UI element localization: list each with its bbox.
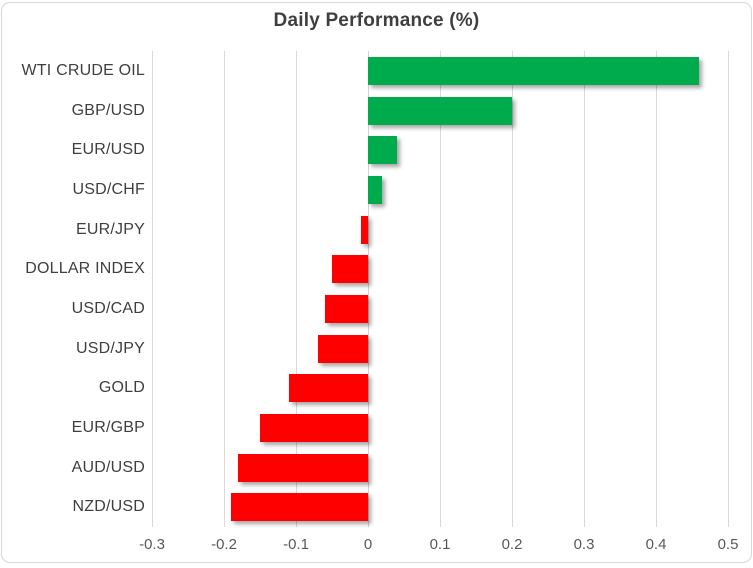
category-label: USD/CHF [72, 180, 145, 198]
grid-line [584, 51, 585, 527]
x-tick-label: 0.4 [645, 536, 667, 553]
chart-title: Daily Performance (%) [273, 10, 480, 31]
bar-nzd-usd [231, 493, 368, 522]
grid-line [512, 51, 513, 527]
grid-line [224, 51, 225, 527]
bar-usd-jpy [317, 334, 368, 363]
category-label: GBP/USD [71, 101, 145, 119]
bar-usd-cad [324, 294, 368, 323]
x-tick-label: -0.3 [139, 536, 165, 553]
category-label: DOLLAR INDEX [25, 260, 145, 278]
x-tick-label: 0 [363, 536, 373, 553]
bar-aud-usd [238, 453, 368, 482]
value-axis: -0.3 -0.2 -0.1 0 0.1 0.2 0.3 0.4 0.5 [0, 536, 753, 558]
bar-wti-crude-oil [368, 56, 700, 85]
bar-eur-usd [368, 136, 397, 165]
plot-area [152, 51, 729, 527]
category-label: EUR/GBP [71, 418, 145, 436]
x-tick-label: 0.1 [429, 536, 451, 553]
x-tick-label: 0.5 [717, 536, 739, 553]
category-axis: WTI CRUDE OIL GBP/USD EUR/USD USD/CHF EUR/JP… [0, 51, 145, 527]
grid-line [440, 51, 441, 527]
bar-dollar-index [332, 255, 368, 284]
category-label: GOLD [98, 379, 145, 397]
x-tick-label: 0.3 [573, 536, 595, 553]
grid-line [656, 51, 657, 527]
x-tick-label: -0.2 [211, 536, 237, 553]
bar-eur-jpy [360, 215, 368, 244]
category-label: USD/CAD [71, 299, 145, 317]
bar-gbp-usd [368, 96, 512, 125]
category-label: USD/JPY [76, 339, 145, 357]
bar-eur-gbp [260, 413, 368, 442]
category-label: AUD/USD [71, 458, 145, 476]
category-label: WTI CRUDE OIL [21, 61, 145, 79]
zero-axis-line [368, 51, 369, 527]
grid-line [296, 51, 297, 527]
category-label: EUR/USD [71, 141, 145, 159]
grid-line [728, 51, 729, 527]
grid-line [152, 51, 153, 527]
category-label: NZD/USD [72, 498, 145, 516]
bar-gold [288, 374, 368, 403]
x-tick-label: 0.2 [501, 536, 523, 553]
bar-usd-chf [368, 175, 383, 204]
category-label: EUR/JPY [76, 220, 145, 238]
x-tick-label: -0.1 [283, 536, 309, 553]
